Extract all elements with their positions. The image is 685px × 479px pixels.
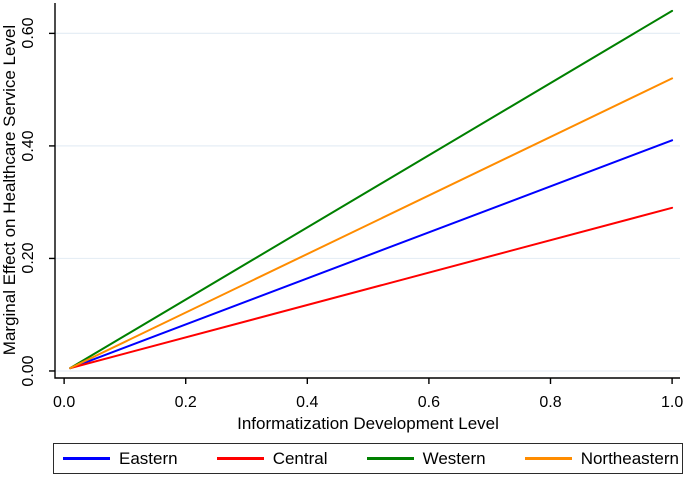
series-line-northeastern — [69, 77, 674, 370]
legend-label: Western — [422, 448, 486, 468]
legend-item-central: Central — [216, 448, 328, 469]
y-tick-label: 0.60 — [20, 17, 37, 49]
legend-item-western: Western — [366, 448, 486, 469]
x-tick-label: 0.2 — [174, 394, 197, 411]
chart-canvas — [49, 3, 680, 384]
series-line-eastern — [69, 139, 674, 370]
legend-item-eastern: Eastern — [63, 449, 178, 469]
legend-line-swatch — [524, 457, 572, 460]
legend-label: Eastern — [119, 448, 178, 468]
axis-lines — [54, 3, 680, 379]
x-tick-label: 0.8 — [539, 394, 562, 411]
legend-line-swatch — [216, 457, 264, 460]
x-tick-label: 1.0 — [660, 394, 684, 411]
legend-item-northeastern: Northeastern — [524, 448, 679, 469]
legend: Eastern Central Western Northeastern — [53, 443, 683, 474]
legend-line-swatch — [63, 457, 110, 460]
y-tick-label: 0.40 — [20, 130, 37, 162]
y-axis-title: Marginal Effect on Healthcare Service Le… — [0, 24, 19, 356]
y-tick-label: 0.00 — [20, 355, 37, 387]
legend-label: Northeastern — [580, 448, 679, 468]
legend-line-swatch — [366, 457, 414, 460]
series-line-western — [69, 9, 674, 370]
x-tick-label: 0.4 — [296, 394, 319, 411]
y-tick-label: 0.20 — [20, 242, 37, 275]
series-line-central — [69, 206, 674, 370]
x-axis-title: Informatization Development Level — [237, 414, 499, 433]
x-tick-label: 0.0 — [52, 394, 76, 411]
legend-label: Central — [272, 448, 328, 468]
x-tick-label: 0.6 — [417, 394, 441, 411]
